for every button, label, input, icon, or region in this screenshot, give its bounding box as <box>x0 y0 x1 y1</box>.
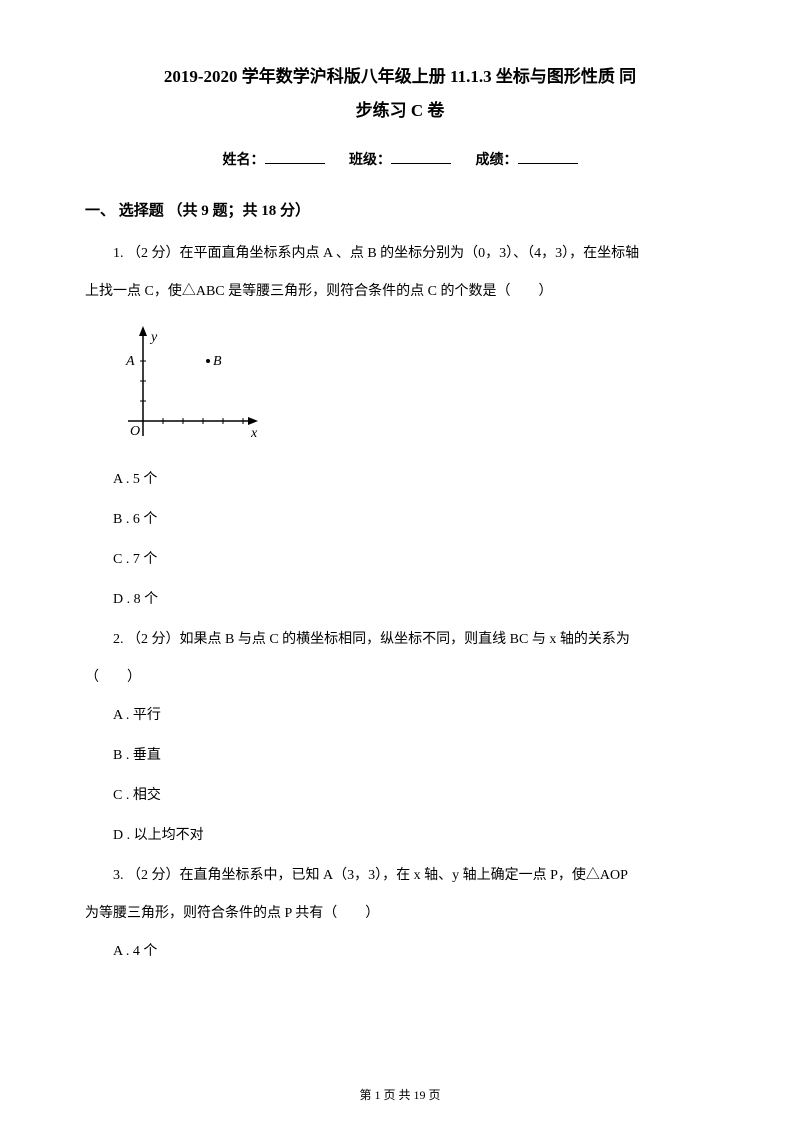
title-line-1: 2019-2020 学年数学沪科版八年级上册 11.1.3 坐标与图形性质 同 <box>85 60 715 94</box>
document-title: 2019-2020 学年数学沪科版八年级上册 11.1.3 坐标与图形性质 同 … <box>85 60 715 128</box>
q1-diagram: y A B O x <box>113 321 715 451</box>
q2-opt-d[interactable]: D . 以上均不对 <box>85 822 715 850</box>
q2-line1: 2. （2 分）如果点 B 与点 C 的横坐标相同，纵坐标不同，则直线 BC 与… <box>85 626 715 654</box>
svg-text:A: A <box>125 354 135 369</box>
q1-opt-c[interactable]: C . 7 个 <box>85 546 715 574</box>
class-label: 班级： <box>349 153 391 168</box>
q2-opt-b[interactable]: B . 垂直 <box>85 742 715 770</box>
page-footer: 第 1 页 共 19 页 <box>0 1085 800 1107</box>
score-blank[interactable] <box>518 150 578 164</box>
svg-text:y: y <box>149 330 158 345</box>
q1-line1: 1. （2 分）在平面直角坐标系内点 A 、点 B 的坐标分别为（0，3）、（4… <box>85 240 715 268</box>
svg-text:B: B <box>213 354 222 369</box>
name-label: 姓名： <box>223 153 265 168</box>
q3-line2: 为等腰三角形，则符合条件的点 P 共有（ ） <box>85 900 715 928</box>
class-blank[interactable] <box>391 150 451 164</box>
q3-line1: 3. （2 分）在直角坐标系中，已知 A（3，3），在 x 轴、y 轴上确定一点… <box>85 862 715 890</box>
q1-line2: 上找一点 C，使△ABC 是等腰三角形，则符合条件的点 C 的个数是（ ） <box>85 278 715 306</box>
score-label: 成绩： <box>476 153 518 168</box>
q2-opt-c[interactable]: C . 相交 <box>85 782 715 810</box>
section-1-header: 一、 选择题 （共 9 题；共 18 分） <box>85 198 715 225</box>
q1-opt-d[interactable]: D . 8 个 <box>85 586 715 614</box>
q2-opt-a[interactable]: A . 平行 <box>85 702 715 730</box>
svg-text:x: x <box>250 426 258 441</box>
q3-opt-a[interactable]: A . 4 个 <box>85 938 715 966</box>
svg-text:O: O <box>130 424 140 439</box>
q1-opt-b[interactable]: B . 6 个 <box>85 506 715 534</box>
name-blank[interactable] <box>265 150 325 164</box>
q2-line2: （ ） <box>85 664 715 692</box>
title-line-2: 步练习 C 卷 <box>85 94 715 128</box>
form-line: 姓名： 班级： 成绩： <box>85 148 715 173</box>
q1-opt-a[interactable]: A . 5 个 <box>85 466 715 494</box>
